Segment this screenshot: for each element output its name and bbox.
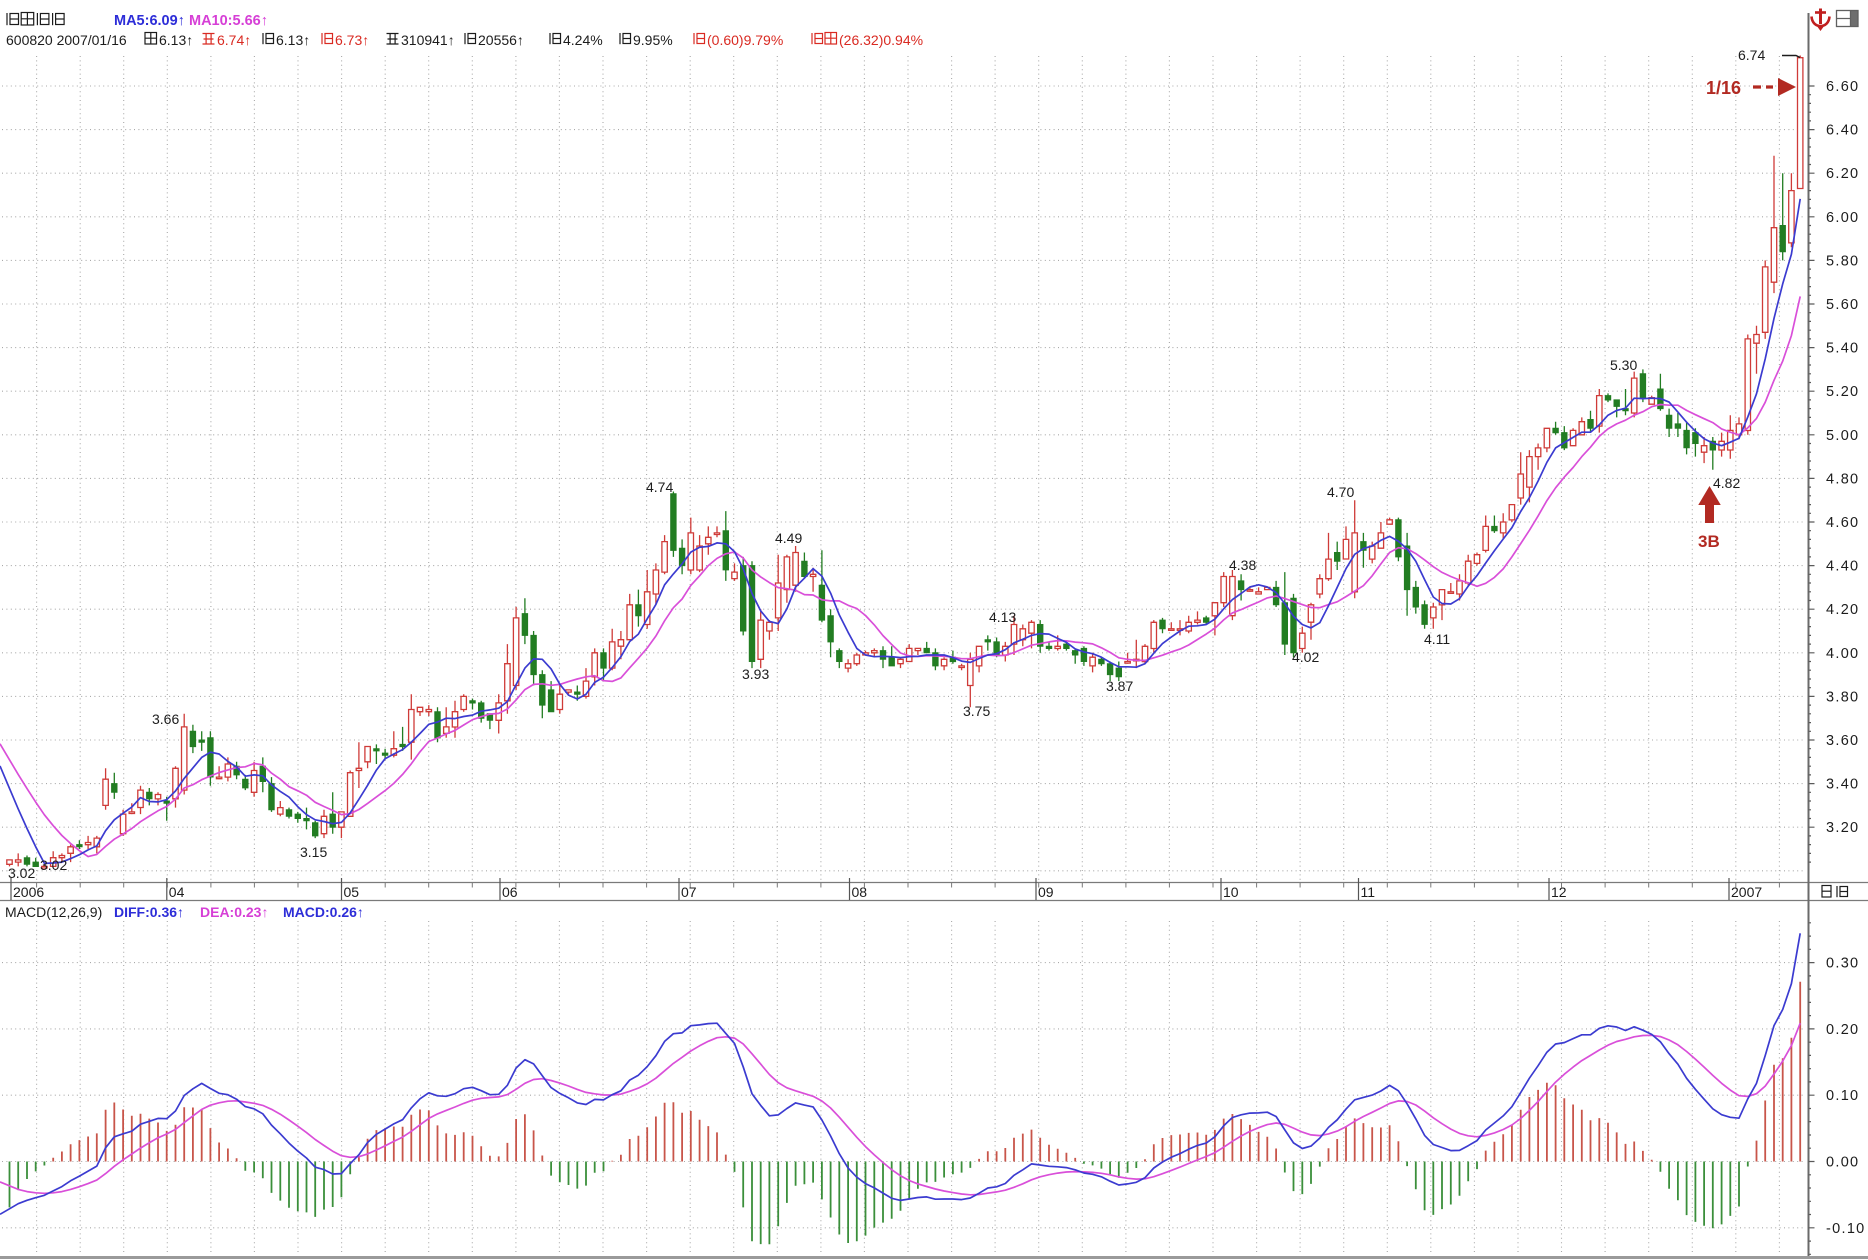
- svg-text:0.30: 0.30: [1826, 956, 1859, 972]
- svg-text:0.10: 0.10: [1826, 1088, 1859, 1104]
- svg-text:4.11: 4.11: [1424, 631, 1450, 647]
- svg-text:6.00: 6.00: [1826, 210, 1859, 226]
- svg-text:4.60: 4.60: [1826, 515, 1859, 531]
- svg-text:2007: 2007: [1731, 884, 1762, 900]
- svg-text:08: 08: [852, 884, 868, 900]
- svg-text:04: 04: [169, 884, 185, 900]
- svg-text:3.66: 3.66: [152, 711, 179, 727]
- svg-text:6.40: 6.40: [1826, 123, 1859, 139]
- svg-text:3.80: 3.80: [1826, 689, 1859, 705]
- svg-text:MACD(12,26,9): MACD(12,26,9): [5, 904, 102, 920]
- svg-text:4.40: 4.40: [1826, 559, 1859, 575]
- svg-text:5.40: 5.40: [1826, 341, 1859, 357]
- svg-text:3B: 3B: [1698, 532, 1720, 551]
- svg-text:310941↑: 310941↑: [401, 32, 455, 48]
- svg-text:3.15: 3.15: [300, 844, 327, 860]
- svg-text:600820 2007/01/16: 600820 2007/01/16: [6, 32, 127, 48]
- svg-text:MACD:0.26↑: MACD:0.26↑: [283, 904, 364, 920]
- svg-text:4.02: 4.02: [1292, 649, 1319, 665]
- svg-text:1/16: 1/16: [1706, 78, 1741, 98]
- svg-text:4.00: 4.00: [1826, 646, 1859, 662]
- svg-text:6.13↑: 6.13↑: [159, 32, 193, 48]
- svg-text:12: 12: [1551, 884, 1567, 900]
- svg-text:3.02: 3.02: [8, 865, 35, 881]
- svg-text:6.73↑: 6.73↑: [335, 32, 369, 48]
- svg-text:3.60: 3.60: [1826, 733, 1859, 749]
- svg-text:4.80: 4.80: [1826, 471, 1859, 487]
- svg-text:4.20: 4.20: [1826, 602, 1859, 618]
- svg-text:0.00: 0.00: [1826, 1155, 1859, 1171]
- svg-text:5.30: 5.30: [1610, 357, 1637, 373]
- svg-text:6.13↑: 6.13↑: [276, 32, 310, 48]
- svg-text:(0.60)9.79%: (0.60)9.79%: [707, 32, 783, 48]
- svg-text:5.20: 5.20: [1826, 384, 1859, 400]
- svg-text:3.87: 3.87: [1106, 678, 1133, 694]
- svg-text:2006: 2006: [13, 884, 44, 900]
- svg-text:6.74: 6.74: [1738, 47, 1765, 63]
- svg-text:3.20: 3.20: [1826, 820, 1859, 836]
- svg-text:(26.32)0.94%: (26.32)0.94%: [839, 32, 923, 48]
- svg-text:5.00: 5.00: [1826, 428, 1859, 444]
- svg-text:3.02: 3.02: [40, 857, 67, 873]
- svg-text:0.20: 0.20: [1826, 1022, 1859, 1038]
- svg-text:-0.10: -0.10: [1826, 1221, 1866, 1237]
- svg-text:4.13: 4.13: [989, 609, 1016, 625]
- svg-text:09: 09: [1038, 884, 1054, 900]
- svg-text:6.20: 6.20: [1826, 166, 1859, 182]
- svg-text:05: 05: [344, 884, 360, 900]
- svg-text:06: 06: [502, 884, 518, 900]
- svg-text:20556↑: 20556↑: [478, 32, 524, 48]
- svg-text:4.49: 4.49: [775, 530, 802, 546]
- svg-text:4.38: 4.38: [1229, 557, 1256, 573]
- svg-text:DEA:0.23↑: DEA:0.23↑: [200, 904, 268, 920]
- svg-text:11: 11: [1361, 884, 1376, 900]
- svg-text:6.74↑: 6.74↑: [217, 32, 251, 48]
- svg-text:4.74: 4.74: [646, 479, 673, 495]
- svg-text:MA10:5.66↑: MA10:5.66↑: [189, 13, 268, 29]
- svg-text:10: 10: [1223, 884, 1239, 900]
- svg-text:4.70: 4.70: [1327, 484, 1354, 500]
- svg-text:3.93: 3.93: [742, 666, 769, 682]
- svg-text:07: 07: [681, 884, 697, 900]
- svg-text:3.75: 3.75: [963, 703, 990, 719]
- svg-text:4.82: 4.82: [1713, 475, 1740, 491]
- svg-text:9.95%: 9.95%: [633, 32, 673, 48]
- svg-text:4.24%: 4.24%: [563, 32, 603, 48]
- svg-text:3.40: 3.40: [1826, 777, 1859, 793]
- svg-text:5.60: 5.60: [1826, 297, 1859, 313]
- svg-text:6.60: 6.60: [1826, 79, 1859, 95]
- svg-text:5.80: 5.80: [1826, 253, 1859, 269]
- svg-text:DIFF:0.36↑: DIFF:0.36↑: [114, 904, 184, 920]
- svg-text:MA5:6.09↑: MA5:6.09↑: [114, 13, 185, 29]
